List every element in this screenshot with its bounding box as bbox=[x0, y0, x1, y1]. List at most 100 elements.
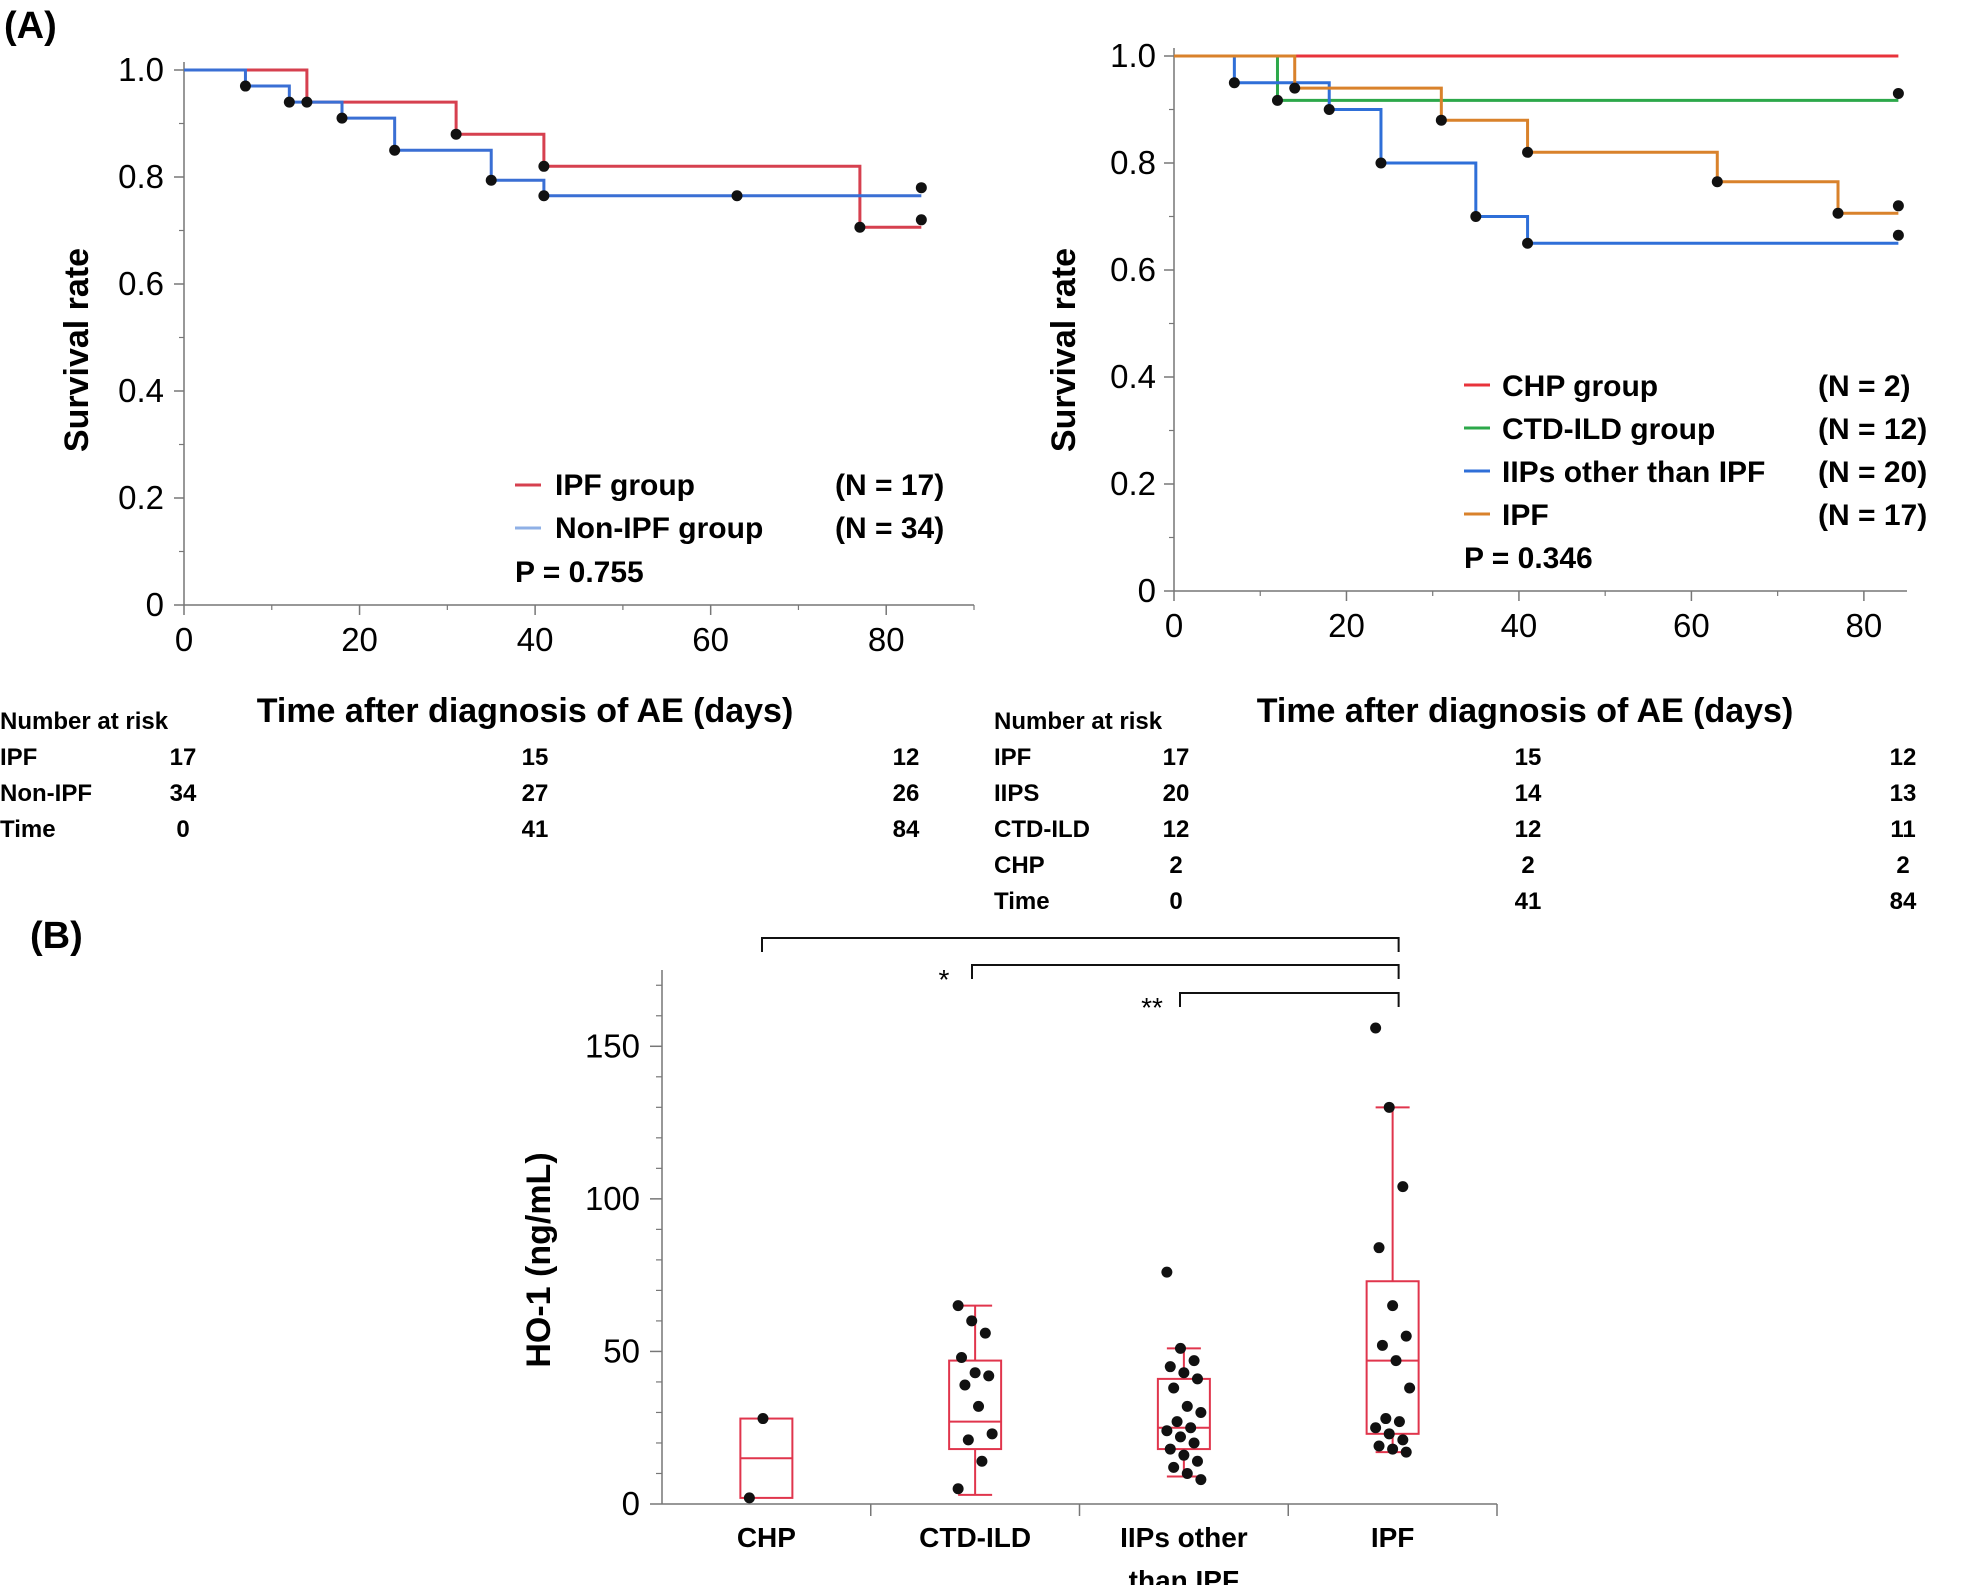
data-point bbox=[1178, 1367, 1190, 1379]
risk-cell: 0 bbox=[176, 816, 189, 843]
km-right-xlabel: Time after diagnosis of AE (days) bbox=[1257, 692, 1794, 730]
risk-cell: 12 bbox=[1890, 744, 1917, 771]
y-tick-label: 0.2 bbox=[118, 479, 164, 516]
x-tick-label: 40 bbox=[517, 621, 554, 658]
data-point bbox=[1376, 1339, 1388, 1351]
censor-point bbox=[485, 174, 497, 186]
censor-point bbox=[1522, 146, 1534, 158]
x-tick-label: 0 bbox=[175, 621, 193, 658]
censor-point bbox=[1832, 207, 1844, 219]
km-right-legend-ipf: IPF bbox=[1502, 499, 1549, 532]
risk-row-label: IPF bbox=[994, 744, 1031, 771]
x-tick-label: 60 bbox=[692, 621, 729, 658]
km-right-legend-iips: IIPs other than IPF bbox=[1502, 456, 1765, 489]
risk-right-header: Number at risk bbox=[994, 708, 1163, 735]
data-point bbox=[1181, 1400, 1193, 1412]
risk-cell: 17 bbox=[1163, 744, 1190, 771]
significance-bracket bbox=[971, 964, 1400, 979]
risk-row-label: Time bbox=[994, 888, 1050, 915]
censor-point bbox=[1470, 211, 1482, 222]
km-right-axes: 0 0.2 0.4 0.6 0.8 1.0 0 20 40 60 80 bbox=[1110, 37, 1907, 644]
km-left-axes: 0 0.2 0.4 0.6 0.8 1.0 0 20 40 60 80 bbox=[118, 51, 975, 658]
box-ylabel: HO-1 (ng/mL) bbox=[520, 1152, 558, 1367]
km-right-legend-ctd: CTD-ILD group bbox=[1502, 413, 1715, 446]
risk-row-label: Time bbox=[0, 816, 56, 843]
y-tick-label: 100 bbox=[585, 1180, 640, 1217]
censor-point bbox=[915, 214, 927, 226]
risk-cell: 26 bbox=[893, 780, 920, 807]
data-point bbox=[1387, 1300, 1399, 1312]
data-point bbox=[973, 1400, 985, 1412]
risk-cell: 0 bbox=[1169, 888, 1182, 915]
data-point bbox=[1397, 1181, 1409, 1193]
censor-point bbox=[1892, 87, 1904, 99]
censor-point bbox=[1289, 82, 1301, 94]
data-point bbox=[1373, 1242, 1385, 1254]
x-tick-label: 80 bbox=[1846, 607, 1883, 644]
risk-cell: 2 bbox=[1521, 852, 1534, 879]
data-point bbox=[956, 1352, 968, 1364]
km-right-chart: 00.20.40.60.81.00 20 40 60 80 Survival rate … bbox=[1045, 37, 1927, 730]
km-right-lines bbox=[1174, 54, 1899, 245]
censor-point bbox=[1323, 104, 1335, 115]
censor-point bbox=[301, 96, 313, 108]
km-left-xlabel: Time after diagnosis of AE (days) bbox=[257, 692, 794, 730]
y-tick-label: 1.0 bbox=[118, 51, 164, 88]
data-point bbox=[1370, 1422, 1382, 1434]
risk-row-label: IPF bbox=[0, 744, 37, 771]
risk-cell: 15 bbox=[522, 744, 549, 771]
risk-row-label: IIPS bbox=[994, 780, 1039, 807]
censor-point bbox=[538, 190, 550, 202]
box-points bbox=[743, 1022, 1416, 1504]
panel-label-a: (A) bbox=[4, 5, 57, 47]
y-tick-label: 0 bbox=[622, 1485, 640, 1522]
risk-cell: 34 bbox=[170, 780, 197, 807]
km-left-legend-ipf: IPF group bbox=[555, 469, 695, 502]
x-category-label: CHP bbox=[737, 1522, 796, 1553]
km-line-2 bbox=[1174, 54, 1899, 245]
y-tick-label: 0 bbox=[146, 586, 164, 623]
km-right-legend-ipf-n: (N = 17) bbox=[1818, 499, 1927, 532]
data-point bbox=[1370, 1022, 1382, 1034]
y-tick-label: 0.4 bbox=[118, 372, 164, 409]
x-category-label: IPF bbox=[1371, 1522, 1415, 1553]
x-tick-label: 0 bbox=[1165, 607, 1183, 644]
data-point bbox=[1181, 1467, 1193, 1479]
x-category-label: IIPs other bbox=[1120, 1522, 1248, 1553]
km-line-3 bbox=[1174, 54, 1899, 215]
y-tick-label: 0 bbox=[1138, 572, 1156, 609]
risk-row-label: CHP bbox=[994, 852, 1045, 879]
significance-bracket bbox=[1179, 992, 1400, 1007]
data-point bbox=[1174, 1342, 1186, 1354]
risk-cell: 27 bbox=[522, 780, 549, 807]
data-point bbox=[1404, 1382, 1416, 1394]
censor-point bbox=[239, 80, 251, 92]
data-point bbox=[983, 1370, 995, 1382]
censor-point bbox=[1711, 176, 1723, 188]
data-point bbox=[959, 1379, 971, 1391]
data-point bbox=[1195, 1474, 1207, 1486]
y-tick-label: 150 bbox=[585, 1027, 640, 1064]
censor-point bbox=[283, 96, 295, 108]
data-point bbox=[1387, 1443, 1399, 1455]
data-point bbox=[1164, 1361, 1176, 1373]
risk-cell: 11 bbox=[1890, 816, 1915, 843]
data-point bbox=[1164, 1443, 1176, 1455]
censor-point bbox=[389, 144, 401, 156]
risk-table-left: Number at risk IPF 17 15 12 Non-IPF 34 27 26 Tim… bbox=[0, 708, 920, 843]
censor-point bbox=[538, 160, 550, 172]
km-right-legend-ctd-n: (N = 12) bbox=[1818, 413, 1927, 446]
data-point bbox=[1188, 1437, 1200, 1449]
km-right-ylabel: Survival rate bbox=[1045, 248, 1083, 452]
risk-row-label: CTD-ILD bbox=[994, 816, 1090, 843]
data-point bbox=[1383, 1428, 1395, 1440]
data-point bbox=[969, 1367, 981, 1379]
risk-cell: 41 bbox=[522, 816, 549, 843]
data-point bbox=[986, 1428, 998, 1440]
data-point bbox=[1168, 1461, 1180, 1473]
box-significance-brackets: *** bbox=[761, 937, 1400, 1023]
km-line-1 bbox=[1174, 54, 1899, 102]
y-tick-label: 0.8 bbox=[1110, 144, 1156, 181]
data-point bbox=[1178, 1449, 1190, 1461]
